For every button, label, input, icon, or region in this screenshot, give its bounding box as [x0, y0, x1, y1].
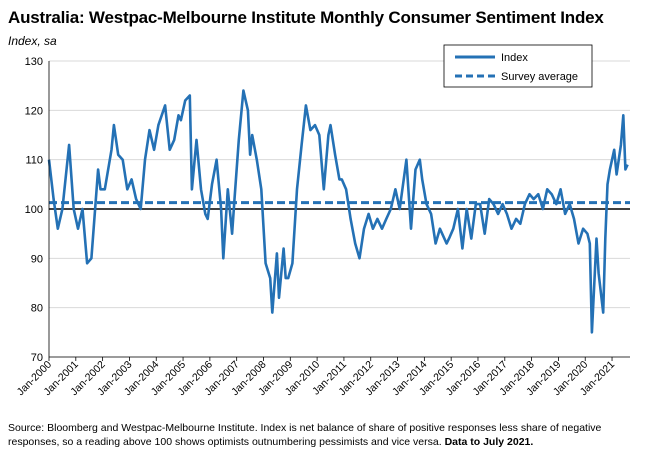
- legend-label-survey-average: Survey average: [501, 71, 578, 83]
- y-tick-label: 80: [31, 303, 43, 315]
- y-tick-label: 90: [31, 253, 43, 265]
- chart-title: Australia: Westpac-Melbourne Institute M…: [8, 8, 604, 27]
- legend-box: [443, 44, 593, 88]
- chart-subtitle: Index, sa: [8, 34, 57, 48]
- y-tick-label: 120: [25, 105, 43, 117]
- series-layer: [47, 89, 629, 334]
- line-chart: 70 80 90 100 110 120 130 Jan-2000Jan-2001Jan-2…: [15, 44, 630, 398]
- series-line-index: [47, 89, 629, 334]
- source-text: Source: Bloomberg and Westpac-Melbourne …: [8, 422, 602, 448]
- y-tick-label: 100: [25, 204, 43, 216]
- source-note: Source: Bloomberg and Westpac-Melbourne …: [8, 421, 644, 449]
- y-tick-label: 110: [25, 155, 43, 167]
- y-tick-label: 130: [25, 56, 43, 68]
- x-axis: Jan-2000Jan-2001Jan-2002Jan-2003Jan-2004…: [15, 357, 617, 398]
- legend: Index Survey average: [443, 44, 593, 88]
- y-tick-label: 70: [31, 352, 43, 364]
- y-axis: 70 80 90 100 110 120 130: [25, 56, 630, 364]
- source-data-date: Data to July 2021.: [444, 436, 534, 448]
- legend-label-index: Index: [501, 52, 528, 64]
